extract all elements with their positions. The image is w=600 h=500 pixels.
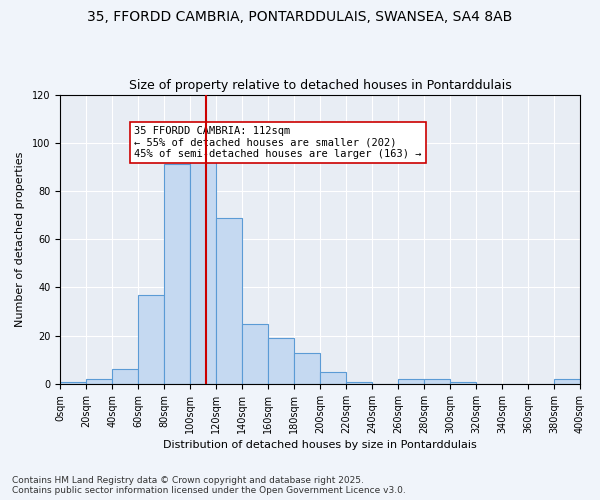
Bar [398,379,424,384]
Title: Size of property relative to detached houses in Pontarddulais: Size of property relative to detached ho… [129,79,511,92]
Text: 35, FFORDD CAMBRIA, PONTARDDULAIS, SWANSEA, SA4 8AB: 35, FFORDD CAMBRIA, PONTARDDULAIS, SWANS… [88,10,512,24]
Y-axis label: Number of detached properties: Number of detached properties [15,152,25,327]
Bar [86,379,112,384]
Bar [346,382,372,384]
Bar [554,379,580,384]
Bar [216,218,242,384]
Bar [294,352,320,384]
Text: 35 FFORDD CAMBRIA: 112sqm
← 55% of detached houses are smaller (202)
45% of semi: 35 FFORDD CAMBRIA: 112sqm ← 55% of detac… [134,126,422,159]
Bar [450,382,476,384]
Bar [424,379,450,384]
Bar [164,164,190,384]
Bar [242,324,268,384]
Bar [190,160,216,384]
Bar [320,372,346,384]
Bar [138,294,164,384]
Bar [60,382,86,384]
Bar [112,370,138,384]
X-axis label: Distribution of detached houses by size in Pontarddulais: Distribution of detached houses by size … [163,440,477,450]
Bar [268,338,294,384]
Text: Contains HM Land Registry data © Crown copyright and database right 2025.
Contai: Contains HM Land Registry data © Crown c… [12,476,406,495]
